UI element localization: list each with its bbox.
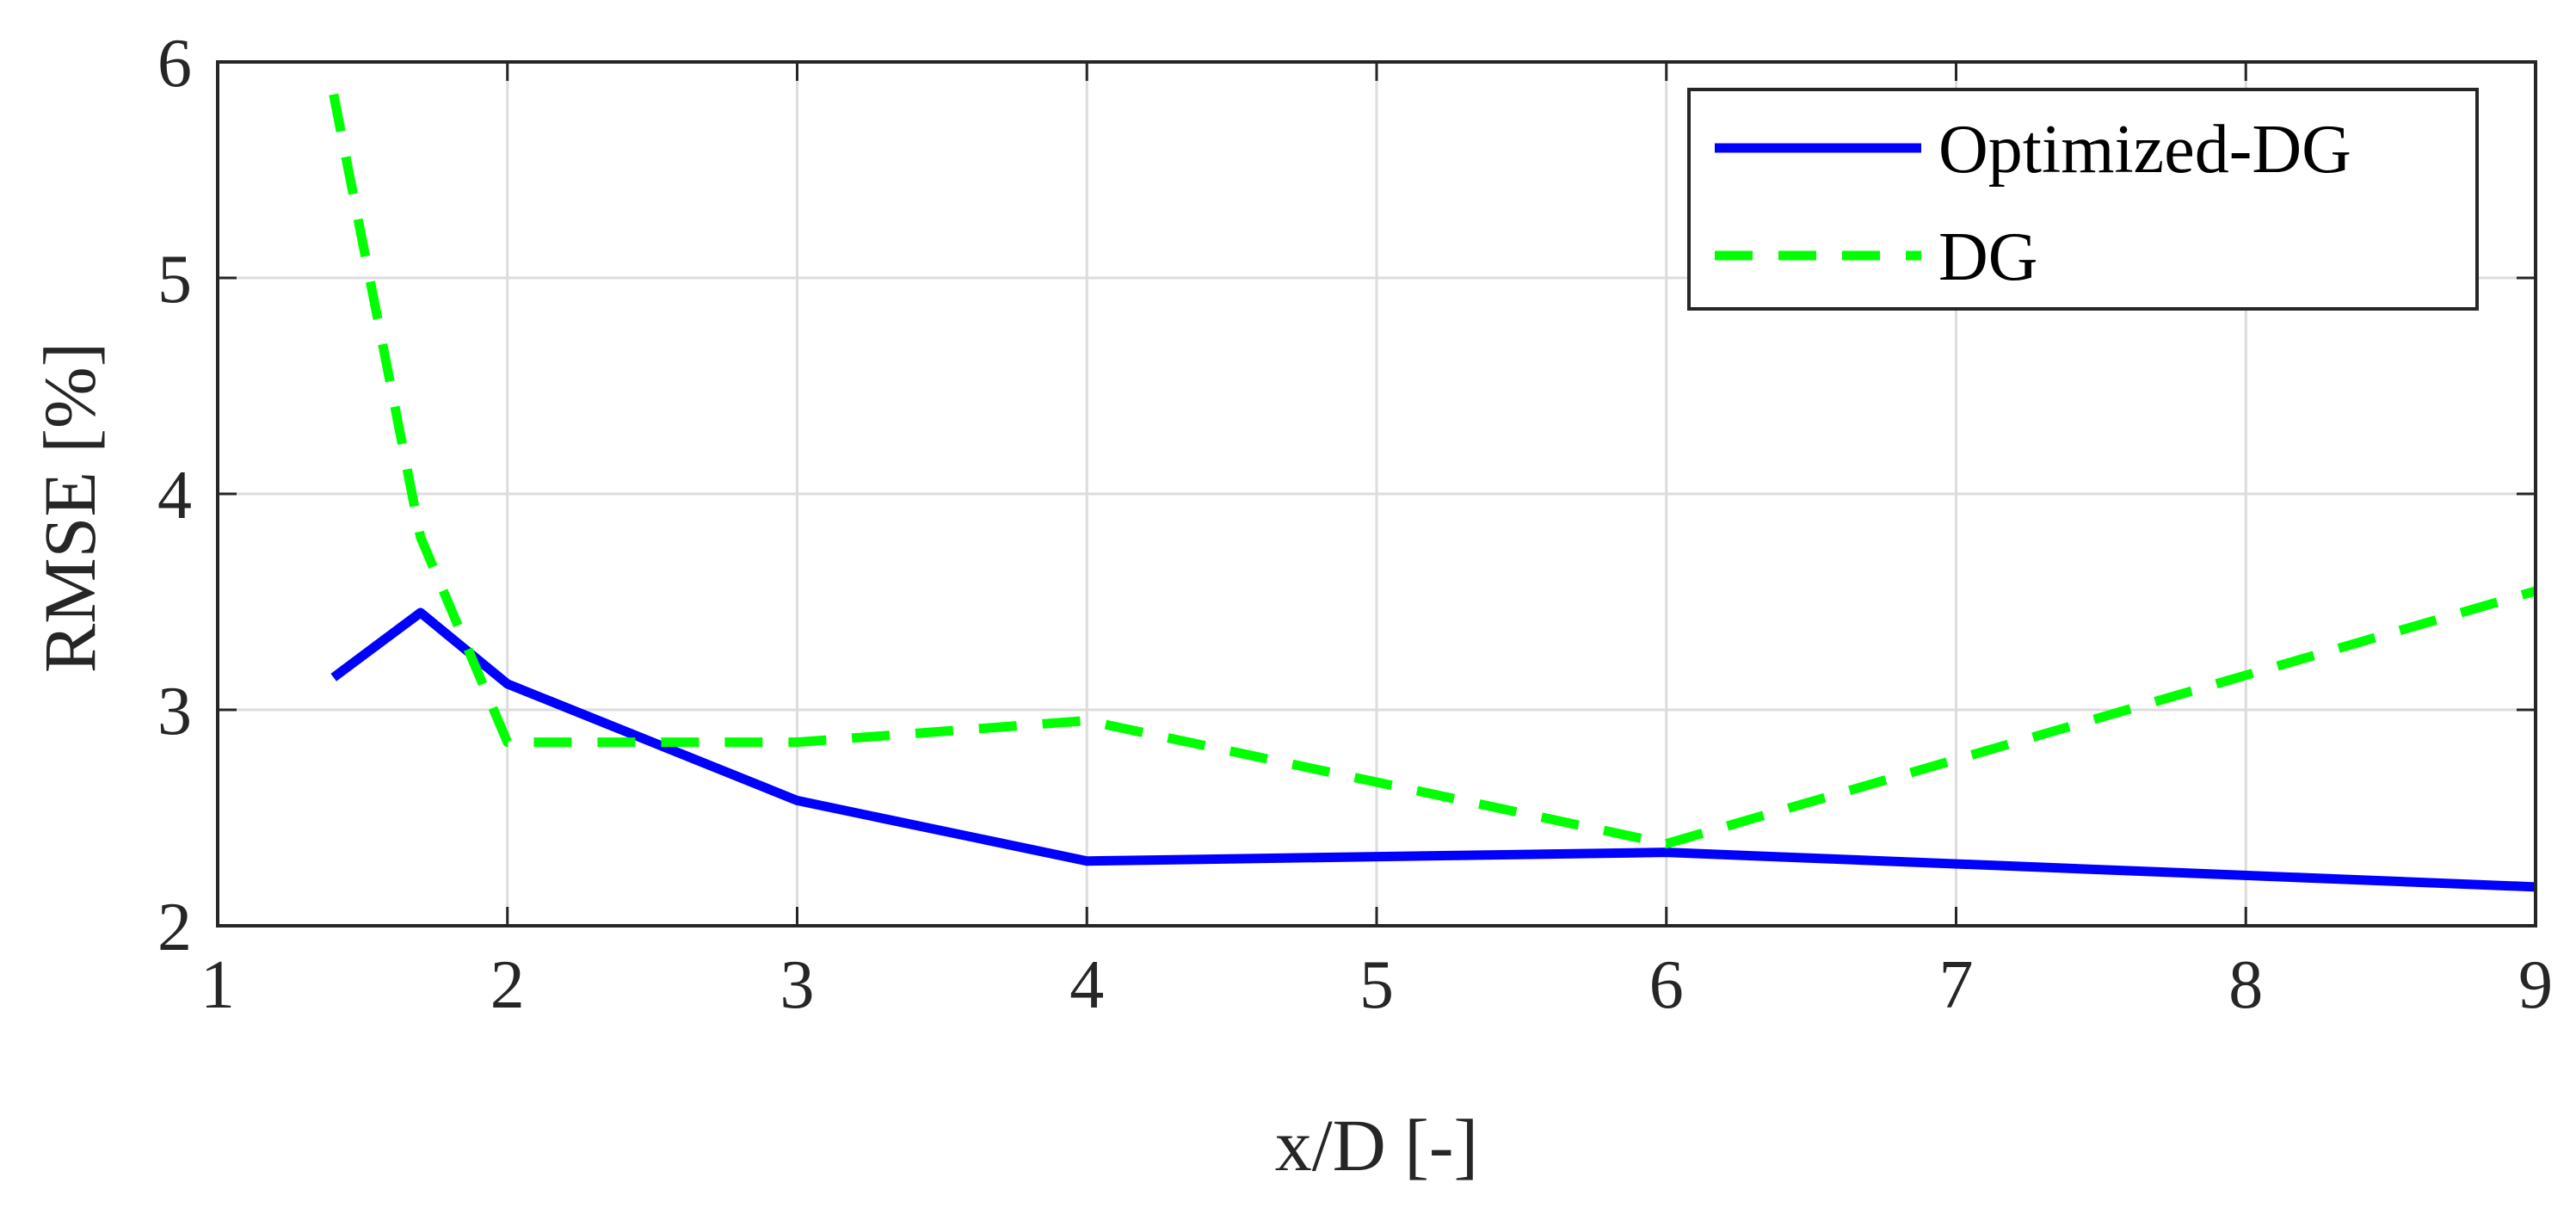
y-tick-label: 2 [157,890,192,965]
x-tick-label: 3 [780,947,815,1023]
x-tick-label: 8 [2228,947,2263,1023]
y-tick-label: 5 [157,242,192,317]
y-axis-label: RMSE [%] [28,342,111,674]
x-tick-label: 5 [1359,947,1394,1023]
y-tick-label: 3 [157,674,192,749]
line-series [330,607,2536,892]
plot-frame [216,60,2537,928]
y-tick-label: 6 [157,26,192,102]
legend-label: DG [1938,219,2038,295]
x-tick-label: 2 [490,947,525,1023]
y-tick-label: 4 [157,458,192,533]
x-axis-label: x/D [-] [1275,1104,1478,1186]
x-tick-label: 7 [1939,947,1974,1023]
x-tick-label: 6 [1649,947,1684,1023]
x-tick-label: 4 [1069,947,1104,1023]
line-series [329,93,2537,849]
legend-box [1687,88,2479,311]
legend-label: Optimized-DG [1938,112,2351,188]
x-tick-label: 1 [200,947,235,1023]
x-tick-label: 9 [2518,947,2553,1023]
